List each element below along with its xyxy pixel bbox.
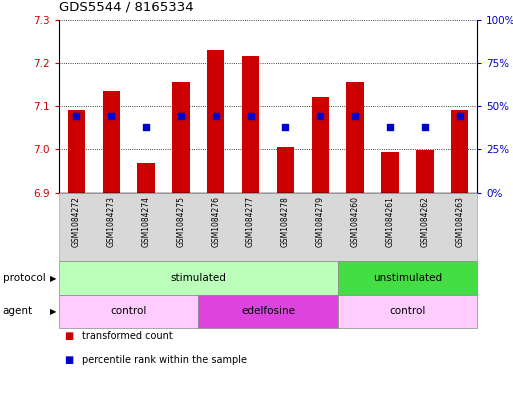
Point [456, 113, 464, 119]
Text: GSM1084274: GSM1084274 [142, 196, 151, 247]
Text: GSM1084275: GSM1084275 [176, 196, 185, 247]
Point [247, 113, 255, 119]
Text: GDS5544 / 8165334: GDS5544 / 8165334 [59, 1, 193, 14]
Text: protocol: protocol [3, 273, 45, 283]
Text: GSM1084278: GSM1084278 [281, 196, 290, 247]
Text: ■: ■ [64, 331, 73, 341]
Point [386, 124, 394, 130]
Bar [346, 82, 364, 193]
Text: transformed count: transformed count [82, 331, 173, 341]
Text: GSM1084277: GSM1084277 [246, 196, 255, 247]
Bar [68, 110, 85, 193]
Text: edelfosine: edelfosine [241, 307, 295, 316]
Bar [103, 91, 120, 193]
Bar [311, 97, 329, 193]
Text: GSM1084279: GSM1084279 [316, 196, 325, 247]
Text: ▶: ▶ [50, 274, 56, 283]
Point [177, 113, 185, 119]
Bar [137, 163, 155, 193]
Point [107, 113, 115, 119]
Point [142, 124, 150, 130]
Bar [172, 82, 190, 193]
Text: GSM1084263: GSM1084263 [455, 196, 464, 247]
Bar [416, 150, 433, 193]
Bar [451, 110, 468, 193]
Bar [207, 50, 225, 193]
Text: ■: ■ [64, 354, 73, 365]
Text: control: control [110, 307, 147, 316]
Bar [242, 56, 260, 193]
Point [316, 113, 324, 119]
Point [212, 113, 220, 119]
Text: GSM1084262: GSM1084262 [420, 196, 429, 247]
Bar [277, 147, 294, 193]
Text: control: control [389, 307, 426, 316]
Text: GSM1084260: GSM1084260 [351, 196, 360, 247]
Bar [381, 151, 399, 193]
Text: unstimulated: unstimulated [373, 273, 442, 283]
Text: stimulated: stimulated [170, 273, 226, 283]
Text: GSM1084273: GSM1084273 [107, 196, 116, 247]
Point [72, 113, 81, 119]
Text: GSM1084261: GSM1084261 [385, 196, 394, 247]
Text: agent: agent [3, 307, 33, 316]
Point [421, 124, 429, 130]
Point [281, 124, 289, 130]
Text: percentile rank within the sample: percentile rank within the sample [82, 354, 247, 365]
Point [351, 113, 359, 119]
Text: GSM1084272: GSM1084272 [72, 196, 81, 247]
Text: GSM1084276: GSM1084276 [211, 196, 220, 247]
Text: ▶: ▶ [50, 307, 56, 316]
